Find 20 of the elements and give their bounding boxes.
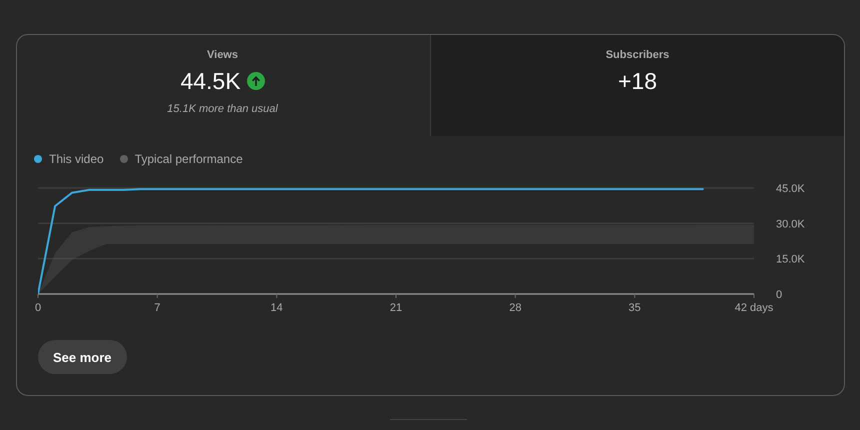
y-tick-label: 15.0K xyxy=(776,254,806,266)
legend-label: This video xyxy=(49,152,104,166)
text: Subscribers xyxy=(606,49,670,62)
x-tick-label: 35 xyxy=(628,302,641,314)
x-tick-label: 7 xyxy=(154,302,160,314)
x-tick-label: 21 xyxy=(390,302,402,314)
line-series xyxy=(38,188,704,294)
y-tick-label: 30.0K xyxy=(776,218,806,230)
text: 44.5K xyxy=(180,68,241,94)
text: +18 xyxy=(618,68,657,94)
y-tick-label: 45.0K xyxy=(776,183,806,195)
x-tick-label: 28 xyxy=(509,302,522,314)
text: 15.1K more than usual xyxy=(167,103,278,116)
legend-label: Typical performance xyxy=(134,152,243,166)
x-tick-label: 14 xyxy=(270,302,283,314)
x-tick-label: 0 xyxy=(34,302,42,314)
button: See more xyxy=(38,340,127,374)
x-tick-label: 42 days xyxy=(734,302,774,314)
y-tick-label: 0 xyxy=(776,289,782,301)
text: Views xyxy=(207,49,238,62)
